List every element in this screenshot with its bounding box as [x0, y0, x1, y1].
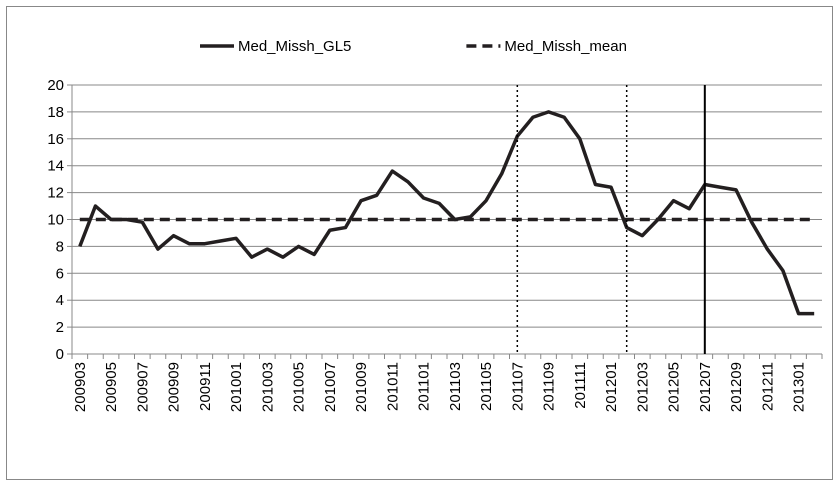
y-tick-label: 4 — [56, 292, 64, 309]
y-tick-label: 14 — [47, 158, 64, 175]
y-tick-label: 2 — [56, 319, 64, 336]
x-tick-label: 201011 — [384, 362, 401, 411]
x-tick-label: 200903 — [72, 362, 89, 412]
x-tick-label: 201201 — [603, 362, 620, 412]
x-tick-label: 201207 — [697, 362, 714, 412]
x-tick-label: 201009 — [353, 362, 370, 412]
x-tick-label: 201105 — [478, 362, 495, 411]
x-tick-label: 201203 — [634, 362, 651, 412]
x-tick-label: 201205 — [666, 362, 683, 412]
x-tick-label: 201109 — [541, 362, 558, 411]
x-tick-label: 201101 — [416, 362, 433, 411]
x-tick-label: 200909 — [166, 362, 183, 412]
x-tick-label: 201209 — [728, 362, 745, 412]
y-tick-label: 20 — [47, 77, 64, 94]
legend-label: Med_Missh_mean — [504, 38, 627, 55]
x-tick-label: 201007 — [322, 362, 339, 412]
x-tick-label: 201301 — [791, 362, 808, 412]
legend-label: Med_Missh_GL5 — [238, 38, 351, 55]
y-tick-label: 10 — [47, 212, 64, 229]
x-tick-label: 201111 — [572, 362, 589, 409]
x-tick-label: 200907 — [134, 362, 151, 412]
x-tick-label: 201005 — [291, 362, 308, 412]
x-tick-label: 201211 — [759, 362, 776, 411]
x-tick-label: 201107 — [509, 362, 526, 411]
y-tick-label: 6 — [56, 265, 64, 282]
x-tick-label: 201103 — [447, 362, 464, 411]
y-tick-label: 12 — [47, 185, 64, 202]
x-tick-label: 200911 — [197, 362, 214, 411]
y-tick-label: 18 — [47, 104, 64, 121]
y-tick-label: 16 — [47, 131, 64, 148]
x-tick-label: 200905 — [103, 362, 120, 412]
x-tick-label: 201001 — [228, 362, 245, 412]
series-line — [78, 110, 815, 316]
y-tick-label: 8 — [56, 238, 64, 255]
y-tick-label: 0 — [56, 346, 64, 363]
x-tick-label: 201003 — [259, 362, 276, 412]
